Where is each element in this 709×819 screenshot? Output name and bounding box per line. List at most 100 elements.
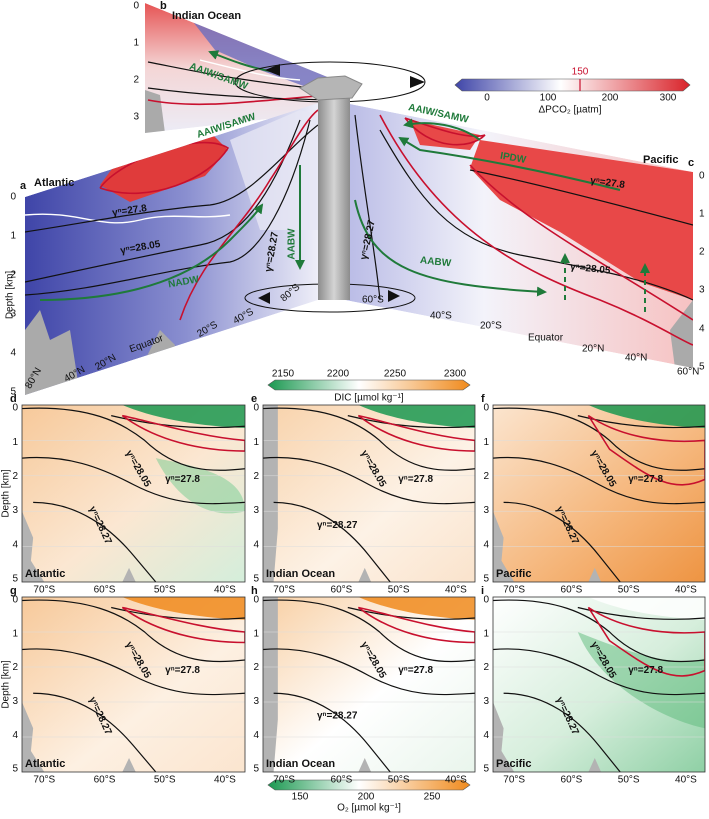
lat-tick: Equator [528,333,564,344]
lat-tick: 60°S [561,775,583,786]
lat-tick: 40°N [625,353,647,364]
field [577,632,705,729]
lat-tick: 40°S [214,585,236,596]
lat-tick: 50°S [154,585,176,596]
depth-tick: 5 [10,387,16,398]
isopycnal [493,648,705,696]
depth-tick: 2 [253,662,259,673]
isopycnal [263,648,475,696]
lat-tick: 70°S [503,775,525,786]
colorbar [454,78,691,92]
colorbar-tick: 0 [484,93,490,104]
depth-tick: 1 [133,38,139,49]
water-mass: IPDW [499,151,527,166]
red-contour [357,606,475,644]
colorbar-label: O₂ [µmol kg⁻¹] [337,803,401,814]
contour [25,213,231,224]
land [358,758,372,772]
isopycnal [263,599,475,663]
contour [379,129,693,301]
colorbar-tick: 2150 [272,369,295,380]
water-mass: NADW [167,274,200,290]
basin-label: Pacific [496,568,531,580]
panel-label: g [10,585,17,597]
isopycnal [503,692,621,772]
isopycnal [22,456,245,505]
contour [147,61,330,91]
lat-tick: 20°S [480,321,502,332]
panel-content [493,405,705,582]
section-panel: γⁿ=27.8γⁿ=28.05γⁿ=28.27gAtlantic01234570… [1,585,246,786]
depth-tick: 2 [12,471,18,482]
depth-tick: 5 [253,574,259,585]
axis-label: Depth [km] [5,271,16,320]
colorbar-tick: 250 [424,792,441,803]
lat-tick: 60°S [561,585,583,596]
section-panel: γⁿ=27.8γⁿ=28.05γⁿ=28.27dAtlantic01234570… [1,393,246,596]
depth-tick: 5 [699,362,705,373]
section-panel: γⁿ=27.8γⁿ=28.05γⁿ=28.27iPacific01234570°… [481,585,706,786]
colorbar-tick: 2250 [384,369,407,380]
lat-tick: 40°S [430,311,452,322]
red-contour [587,606,705,677]
depth-tick: 4 [699,324,705,335]
colorbar [267,379,471,391]
basin-label: Atlantic [25,568,65,580]
land [588,567,602,582]
contour [404,117,486,146]
colorbar [267,779,471,791]
contour [379,114,693,346]
isopycnal-label: γⁿ=27.8 [111,203,147,219]
red-contour [121,606,245,644]
panel-bg [263,405,475,582]
depth-tick: 2 [253,471,259,482]
depth-tick: 1 [253,437,259,448]
pco2-colorbar: 150 0 100 200 300 ΔPCO₂ [µatm] [454,67,691,116]
depth-tick: 4 [12,730,18,741]
depth-tick: 1 [483,628,489,639]
basin-label: Indian Ocean [266,758,335,770]
panel-label: d [10,393,17,405]
lat-tick: 70°S [33,775,55,786]
depth-tick: 1 [483,437,489,448]
lat-tick: 60°S [331,585,353,596]
colorbar-tick: 2300 [444,369,467,380]
panel-label: f [481,393,485,405]
lat-tick: 40°S [445,775,467,786]
isopycnal-label: γⁿ=27.8 [165,665,200,676]
arrowhead [410,76,425,88]
depth-tick: 1 [12,437,18,448]
depth-tick: 4 [483,539,489,550]
panel-content [263,405,475,582]
red-contour [121,414,245,452]
contour [147,94,330,106]
depth-tick: 5 [253,764,259,775]
surface-band [588,597,705,620]
lat-tick: 60°S [94,585,116,596]
lat-tick: 70°S [503,585,525,596]
land [22,702,45,772]
cylinder [318,95,350,300]
contour [179,109,318,321]
isopycnal [493,456,705,505]
indian-section [145,3,330,133]
lat-tick: 40°S [214,775,236,786]
contour [469,169,693,226]
depth-tick: 5 [483,574,489,585]
isopycnal [273,692,391,772]
depth-tick: 0 [253,595,259,606]
depth-tick: 3 [483,696,489,707]
lat-tick: 40°S [445,585,467,596]
surface-band [122,597,245,620]
field [155,458,245,514]
panel-content [263,597,475,772]
flow-arrow [39,203,264,301]
colorbar-tick: 2200 [327,369,350,380]
depth-tick: 0 [12,403,18,414]
red-contour [587,414,705,486]
lat-tick: 50°S [618,775,640,786]
contour [469,164,693,321]
field [100,132,228,202]
